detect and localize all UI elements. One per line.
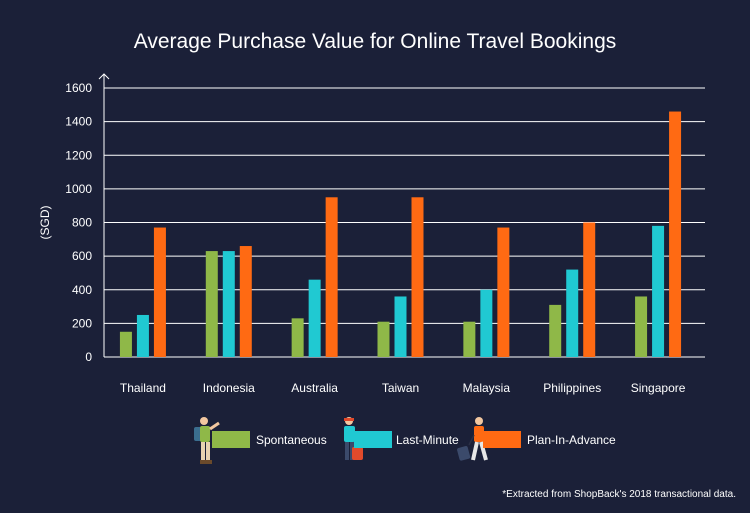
y-tick-label: 400 (72, 283, 92, 297)
bar-plan-in-advance-thailand (153, 227, 166, 357)
legend-label-spontaneous: Spontaneous (256, 433, 327, 447)
y-tick-label: 800 (72, 216, 92, 230)
legend-swatch-plan-in-advance (483, 431, 521, 448)
bar-plan-in-advance-taiwan (411, 197, 424, 357)
bar-spontaneous-thailand (119, 331, 132, 357)
bar-spontaneous-indonesia (205, 251, 218, 357)
legend-swatch-spontaneous (212, 431, 250, 448)
x-tick-label: Singapore (631, 381, 686, 395)
bar-plan-in-advance-indonesia (239, 246, 252, 357)
bar-last-minute-indonesia (222, 251, 235, 357)
x-tick-label: Indonesia (203, 381, 255, 395)
x-tick-label: Taiwan (382, 381, 419, 395)
y-tick-label: 1200 (65, 148, 92, 162)
bar-last-minute-singapore (652, 225, 665, 357)
bar-spontaneous-australia (291, 318, 304, 357)
rolling-luggage-person-icon (457, 417, 488, 461)
x-tick-label: Thailand (120, 381, 166, 395)
bar-plan-in-advance-australia (325, 197, 338, 357)
legend-label-plan-in-advance: Plan-In-Advance (527, 433, 616, 447)
y-axis-label: (SGD) (38, 206, 52, 240)
bar-plan-in-advance-malaysia (497, 227, 510, 357)
footnote: *Extracted from ShopBack's 2018 transact… (502, 489, 736, 500)
bar-spontaneous-malaysia (463, 321, 476, 357)
x-tick-label: Malaysia (463, 381, 511, 395)
y-axis-arrow (98, 73, 110, 80)
chart-title: Average Purchase Value for Online Travel… (133, 30, 617, 53)
suitcase-person-icon (344, 417, 363, 460)
legend-swatch-last-minute (354, 431, 392, 448)
bar-last-minute-malaysia (480, 289, 493, 357)
bar-spontaneous-singapore (635, 296, 648, 357)
legend-label-last-minute: Last-Minute (396, 433, 459, 447)
y-tick-label: 1000 (65, 182, 92, 196)
y-tick-label: 0 (85, 350, 92, 364)
bar-last-minute-thailand (136, 314, 149, 357)
legend: Spontaneous Last-Minute (0, 410, 750, 470)
bar-spontaneous-taiwan (377, 321, 390, 357)
x-tick-label: Philippines (543, 381, 601, 395)
bar-plan-in-advance-singapore (669, 111, 682, 357)
bar-last-minute-australia (308, 279, 321, 357)
bar-spontaneous-philippines (549, 304, 562, 357)
bar-plan-in-advance-philippines (583, 222, 596, 357)
y-tick-label: 1400 (65, 115, 92, 129)
bar-last-minute-philippines (566, 269, 579, 357)
y-tick-label: 1600 (65, 81, 92, 95)
x-tick-label: Australia (291, 381, 338, 395)
hiker-person-icon (194, 417, 220, 464)
y-tick-label: 200 (72, 316, 92, 330)
y-tick-label: 600 (72, 249, 92, 263)
bar-last-minute-taiwan (394, 296, 407, 357)
